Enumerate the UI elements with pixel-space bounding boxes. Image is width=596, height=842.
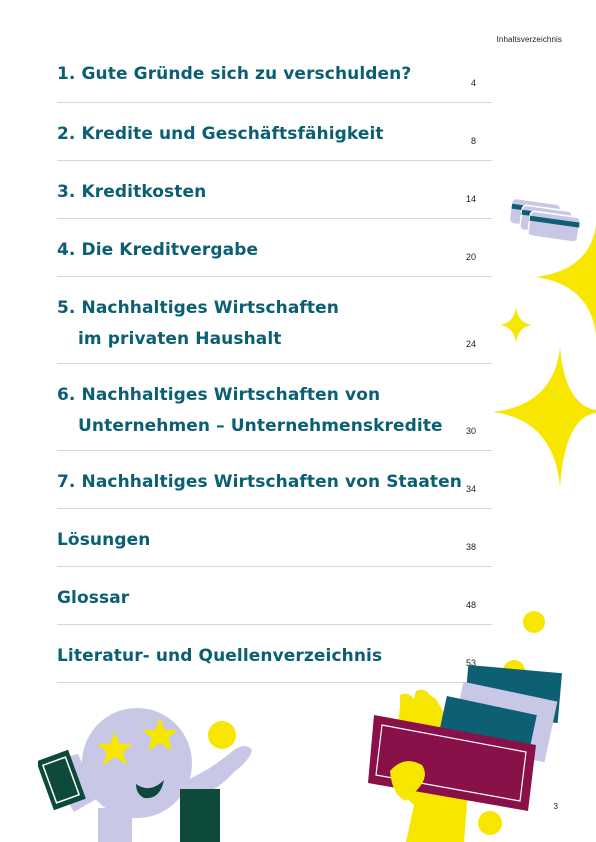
toc-entry-page: 20 <box>465 252 476 262</box>
sparkle-large-top-icon <box>536 225 596 335</box>
sparkle-decoration <box>493 225 596 487</box>
toc-entry-title: Literatur- und Quellenverzeichnis <box>57 646 383 666</box>
toc-entry-title-line2: Unternehmen – Unternehmenskredite <box>78 416 443 436</box>
star-eye-icon <box>142 718 178 751</box>
credit-cards-illustration <box>510 199 581 243</box>
toc-entry-5[interactable]: 5. Nachhaltiges Wirtschaften im privaten… <box>57 277 492 364</box>
character-illustration <box>38 708 252 842</box>
coin-icon <box>523 611 545 633</box>
toc-entry-page: 38 <box>465 542 476 552</box>
toc-entry-page: 34 <box>465 484 476 494</box>
character-sleeve <box>180 789 220 842</box>
toc-entry-7[interactable]: 7. Nachhaltiges Wirtschaften von Staaten… <box>57 451 492 509</box>
sparkle-small-icon <box>500 307 532 343</box>
page-number: 3 <box>553 802 558 811</box>
toc-entry-title: 7. Nachhaltiges Wirtschaften von Staaten <box>57 472 462 492</box>
toc-entry-title: 1. Gute Gründe sich zu verschulden? <box>57 64 412 84</box>
toc-entry-page: 4 <box>470 78 476 88</box>
hand-thumb <box>390 761 425 801</box>
hand-right <box>178 746 252 798</box>
toc-entry-title: 3. Kreditkosten <box>57 182 207 202</box>
toc-entry-page: 24 <box>465 339 476 349</box>
toc-entry-page: 30 <box>465 426 476 436</box>
banknote-icon <box>38 749 86 811</box>
toc-entry-10[interactable]: Literatur- und Quellenverzeichnis 53 <box>57 625 492 683</box>
toc-entry-page: 48 <box>465 600 476 610</box>
toc-entry-1[interactable]: 1. Gute Gründe sich zu verschulden? 4 <box>57 45 492 103</box>
toc-entry-title: Lösungen <box>57 530 151 550</box>
sparkle-large-icon <box>493 347 596 487</box>
toc-entry-title-line1: 5. Nachhaltiges Wirtschaften <box>57 298 339 318</box>
character-head <box>82 708 192 818</box>
coin-icon <box>478 811 502 835</box>
smile-icon <box>136 780 164 799</box>
credit-card-icon <box>527 210 581 243</box>
toc-entry-page: 53 <box>465 658 476 668</box>
toc-entry-2[interactable]: 2. Kredite und Geschäftsfähigkeit 8 <box>57 103 492 161</box>
toc-entry-8[interactable]: Lösungen 38 <box>57 509 492 567</box>
toc-entry-9[interactable]: Glossar 48 <box>57 567 492 625</box>
toc-entry-3[interactable]: 3. Kreditkosten 14 <box>57 161 492 219</box>
wallet-stitching <box>375 724 527 802</box>
toc-entry-title: 5. Nachhaltiges Wirtschaften im privaten… <box>57 293 492 355</box>
table-of-contents: 1. Gute Gründe sich zu verschulden? 4 2.… <box>57 45 492 683</box>
toc-entry-6[interactable]: 6. Nachhaltiges Wirtschaften von Unterne… <box>57 364 492 451</box>
toc-entry-title: 2. Kredite und Geschäftsfähigkeit <box>57 124 384 144</box>
toc-entry-title-line1: 6. Nachhaltiges Wirtschaften von <box>57 385 381 405</box>
toc-entry-4[interactable]: 4. Die Kreditvergabe 20 <box>57 219 492 277</box>
toc-entry-page: 8 <box>470 136 476 146</box>
running-head: Inhaltsverzeichnis <box>496 35 562 44</box>
toc-entry-title: 6. Nachhaltiges Wirtschaften von Unterne… <box>57 380 492 442</box>
coin-icon <box>208 721 236 749</box>
toc-entry-page: 14 <box>465 194 476 204</box>
wallet-illustration <box>368 611 563 842</box>
character-neck <box>98 808 132 842</box>
toc-entry-title: Glossar <box>57 588 130 608</box>
toc-entry-title: 4. Die Kreditvergabe <box>57 240 259 260</box>
star-eye-icon <box>97 732 133 765</box>
toc-entry-title-line2: im privaten Haushalt <box>78 329 282 349</box>
